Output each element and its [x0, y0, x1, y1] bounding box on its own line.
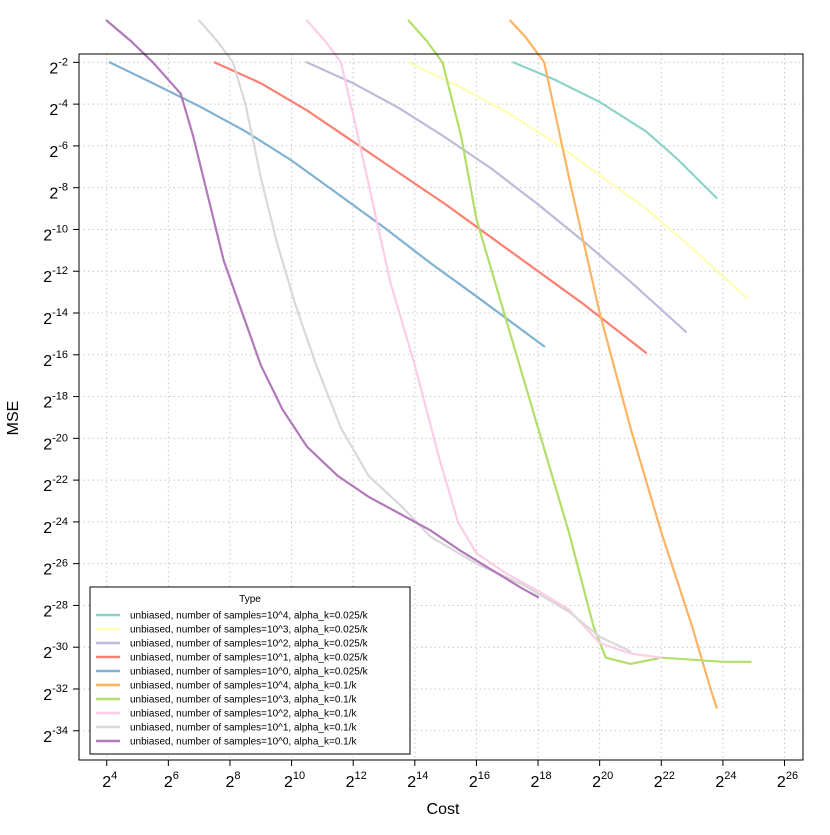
- series-line-7: [407, 19, 752, 665]
- x-tick-label: 220: [592, 770, 613, 791]
- series-lines: [105, 19, 752, 709]
- y-tick-label: 2-12: [43, 265, 68, 286]
- series-line-3: [305, 61, 687, 333]
- legend-title: Type: [239, 594, 261, 605]
- series-line-6: [509, 19, 718, 709]
- y-tick-label: 2-10: [43, 223, 68, 244]
- x-tick-label: 216: [469, 770, 490, 791]
- y-tick-label: 2-28: [43, 599, 68, 620]
- series-line-1: [512, 61, 718, 200]
- legend-entry-label: unbiased, number of samples=10^0, alpha_…: [130, 737, 358, 748]
- y-tick-label: 2-16: [43, 349, 68, 370]
- x-tick-label: 224: [715, 770, 736, 791]
- series-line-10: [105, 19, 540, 599]
- x-tick-label: 28: [225, 770, 240, 791]
- y-tick-label: 2-24: [43, 516, 68, 537]
- y-tick-label: 2-30: [43, 641, 68, 662]
- legend-entry-label: unbiased, number of samples=10^1, alpha_…: [130, 723, 358, 734]
- y-tick-label: 2-34: [43, 725, 68, 746]
- x-tick-label: 214: [407, 770, 428, 791]
- y-tick-label: 2-22: [43, 474, 68, 495]
- y-axis-label: MSE: [5, 401, 22, 436]
- x-tick-label: 218: [530, 770, 551, 791]
- y-tick-label: 2-32: [43, 683, 68, 704]
- legend-entry-label: unbiased, number of samples=10^3, alpha_…: [130, 695, 358, 706]
- series-line-2: [407, 61, 749, 300]
- x-tick-label: 26: [164, 770, 179, 791]
- y-tick-label: 2-18: [43, 391, 68, 412]
- y-tick-label: 2-2: [49, 56, 68, 77]
- y-tick-label: 2-14: [43, 307, 68, 328]
- x-tick-label: 222: [654, 770, 675, 791]
- legend: Type unbiased, number of samples=10^4, al…: [89, 586, 411, 755]
- y-tick-label: 2-26: [43, 558, 68, 579]
- y-tick-label: 2-6: [49, 140, 68, 161]
- x-axis-label: Cost: [427, 801, 460, 818]
- x-tick-label: 24: [102, 770, 117, 791]
- legend-entry-label: unbiased, number of samples=10^2, alpha_…: [130, 639, 369, 650]
- legend-box: [89, 586, 411, 755]
- series-line-8: [305, 19, 663, 659]
- y-tick-label: 2-20: [43, 432, 68, 453]
- y-axis: 2-2 2-4 2-6 2-8 2-10 2-12 2-14 2-16 2-18 2-20 2-22…: [43, 56, 80, 746]
- x-tick-label: 226: [777, 770, 798, 791]
- legend-entry-label: unbiased, number of samples=10^0, alpha_…: [130, 667, 369, 678]
- x-axis: 24 26 28 210 212 214 216 218 220 222 224 226: [102, 759, 798, 791]
- series-line-9: [198, 19, 632, 653]
- legend-entry-label: unbiased, number of samples=10^3, alpha_…: [130, 625, 369, 636]
- x-tick-label: 212: [346, 770, 367, 791]
- legend-entry-label: unbiased, number of samples=10^4, alpha_…: [130, 611, 369, 622]
- grid: [79, 54, 803, 760]
- y-tick-label: 2-4: [49, 98, 68, 119]
- series-line-5: [108, 61, 546, 348]
- series-line-4: [213, 61, 647, 354]
- y-tick-label: 2-8: [49, 182, 68, 203]
- legend-entry-label: unbiased, number of samples=10^2, alpha_…: [130, 709, 358, 720]
- x-tick-label: 210: [284, 770, 305, 791]
- legend-entry-label: unbiased, number of samples=10^4, alpha_…: [130, 681, 358, 692]
- legend-entry-label: unbiased, number of samples=10^1, alpha_…: [130, 653, 369, 664]
